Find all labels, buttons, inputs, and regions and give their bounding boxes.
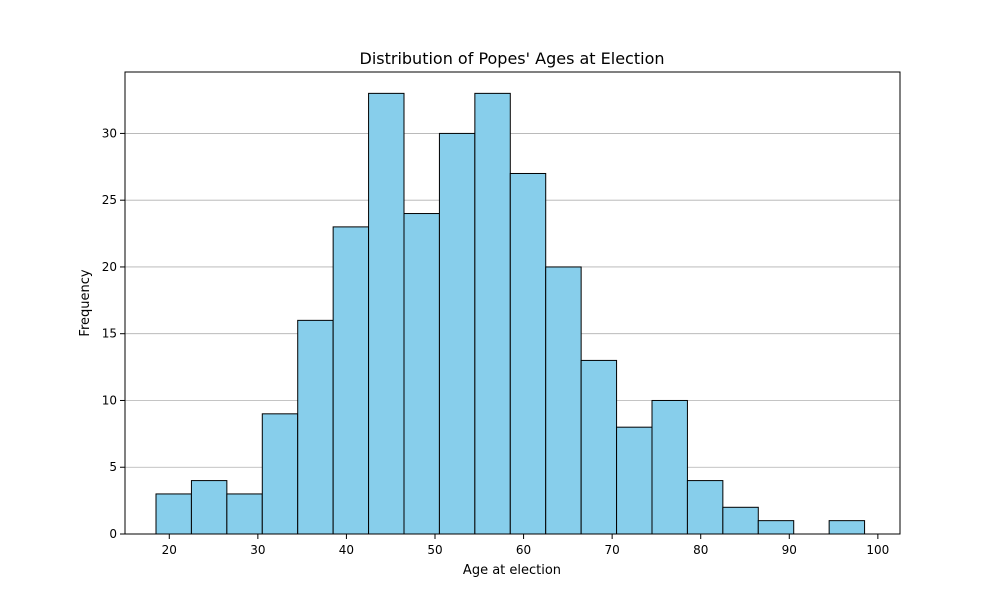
histogram-bar <box>474 92 511 535</box>
x-tick-label: 90 <box>782 543 797 557</box>
histogram-bar <box>438 132 476 535</box>
histogram-bar <box>403 213 440 535</box>
histogram-bar <box>580 359 618 535</box>
histogram-bars <box>155 92 866 535</box>
y-tick-label: 0 <box>109 527 117 541</box>
histogram-bar <box>297 319 334 535</box>
y-axis-label: Frequency <box>78 269 93 336</box>
histogram-bar <box>545 266 582 535</box>
histogram-bar <box>509 172 547 535</box>
histogram-bar <box>261 413 299 535</box>
histogram-bar <box>757 520 795 535</box>
y-tick-label: 5 <box>109 460 117 474</box>
histogram-bar <box>332 226 370 535</box>
histogram-bar <box>686 480 724 535</box>
x-axis-ticks: 20 30 40 50 60 70 80 90 100 <box>162 534 889 557</box>
histogram-bar <box>722 506 759 535</box>
y-tick-label: 25 <box>102 193 117 207</box>
y-axis-ticks: 0 5 10 15 20 25 30 <box>102 126 125 541</box>
histogram-bar <box>155 493 192 535</box>
y-tick-label: 10 <box>102 393 117 407</box>
x-tick-label: 50 <box>427 543 442 557</box>
x-axis-label: Age at election <box>463 563 561 578</box>
y-tick-label: 20 <box>102 260 117 274</box>
chart-title: Distribution of Popes' Ages at Election <box>360 49 665 68</box>
histogram-bar <box>226 493 263 535</box>
y-tick-label: 30 <box>102 126 117 140</box>
plot-frame <box>124 71 901 535</box>
x-tick-label: 100 <box>866 543 889 557</box>
x-tick-label: 20 <box>162 543 177 557</box>
y-tick-label: 15 <box>102 327 117 341</box>
x-tick-label: 70 <box>605 543 620 557</box>
x-tick-label: 40 <box>339 543 354 557</box>
histogram-bar <box>828 520 866 535</box>
histogram-bar <box>616 426 653 535</box>
x-tick-label: 60 <box>516 543 531 557</box>
x-tick-label: 80 <box>693 543 708 557</box>
histogram-bar <box>190 480 228 535</box>
x-tick-label: 30 <box>250 543 265 557</box>
histogram-bar <box>368 92 405 535</box>
histogram-bar <box>651 399 688 535</box>
